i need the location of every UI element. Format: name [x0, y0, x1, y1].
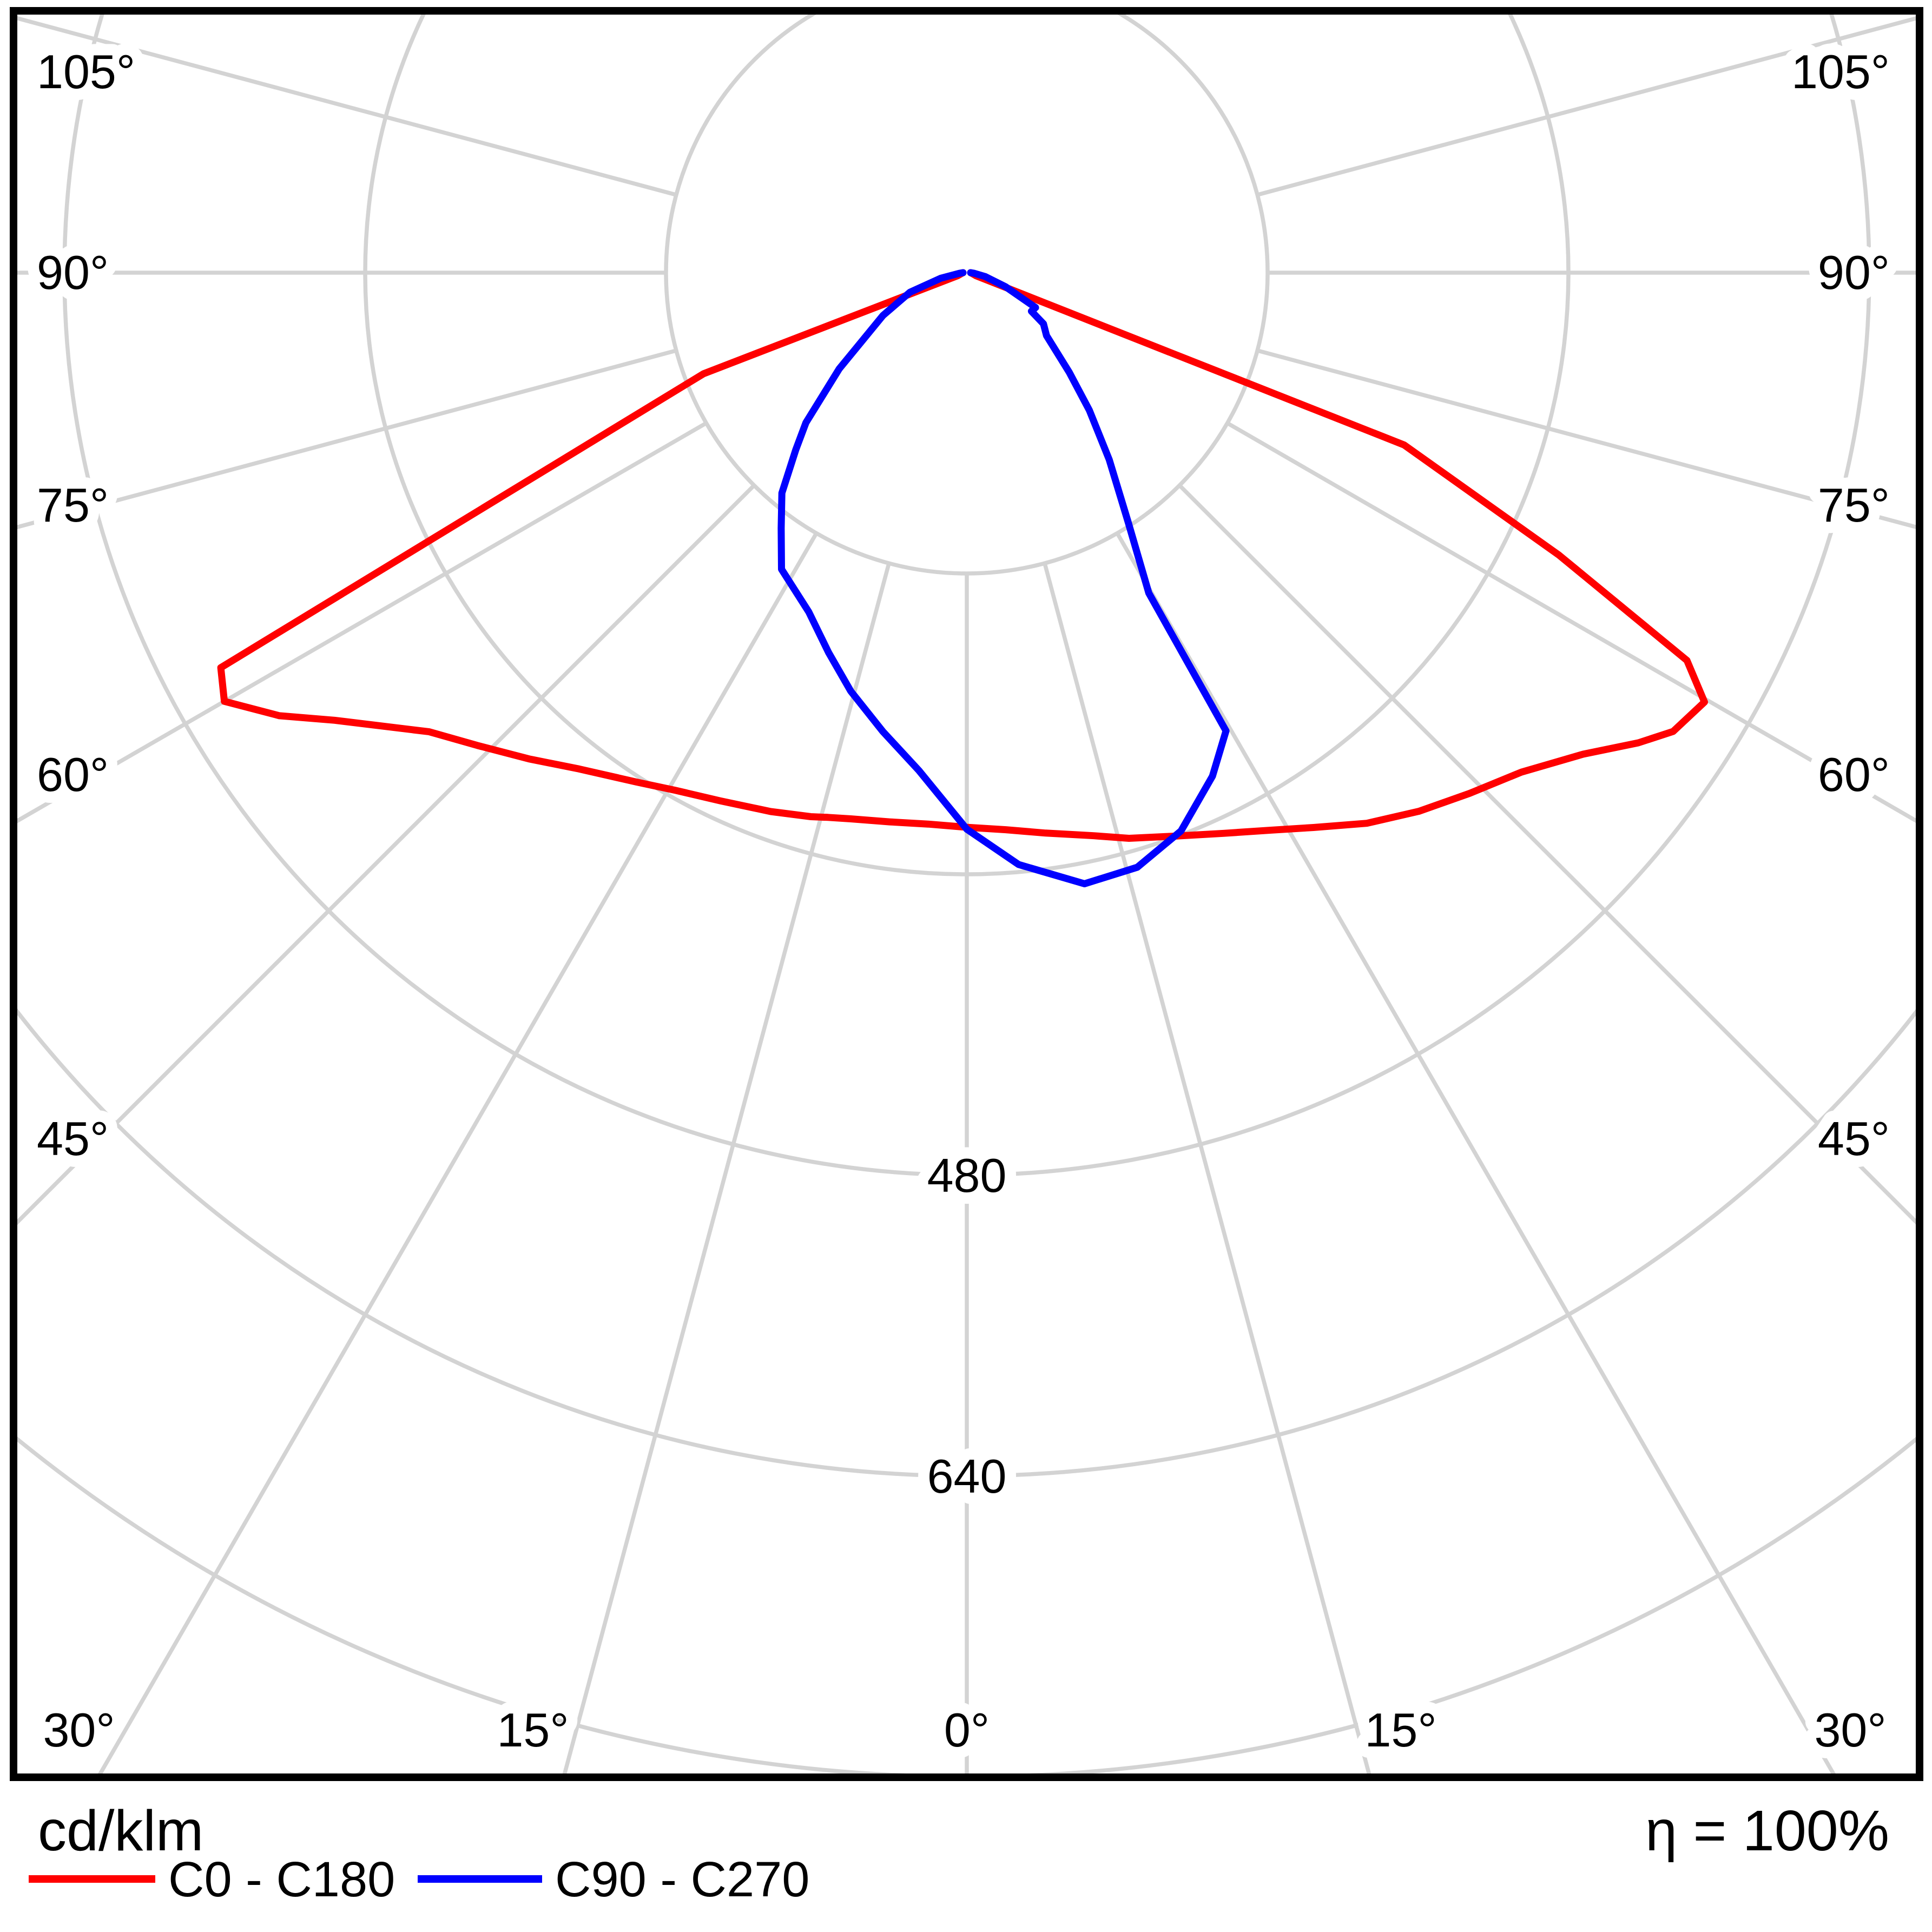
angle-label-right-90°-halo: 90°: [1818, 246, 1890, 299]
angle-label-bottom-4-30°: 30°: [1814, 1703, 1886, 1757]
grid-spoke-30deg: [1115, 532, 1836, 1773]
grid-spoke--60deg: [17, 421, 708, 823]
angle-label-left-60°-halo: 60°: [37, 748, 109, 801]
grid-spoke--75deg: [17, 348, 677, 530]
angle-label-bottom-3-15°-halo: 15°: [1364, 1703, 1436, 1757]
angle-label-left-105°: 105°: [37, 45, 135, 98]
ring-value-label-640-halo: 640: [927, 1449, 1007, 1503]
grid-spoke--105deg: [17, 16, 677, 197]
angle-label-right-105°-halo: 105°: [1791, 45, 1890, 98]
angle-label-right-105°: 105°: [1791, 45, 1890, 98]
angle-label-left-90°: 90°: [37, 246, 109, 299]
angle-label-left-60°: 60°: [37, 748, 109, 801]
grid-spoke--15deg: [562, 563, 891, 1773]
angle-label-right-75°-halo: 75°: [1818, 478, 1890, 532]
plot-border: [10, 7, 1923, 1781]
angle-label-left-75°: 75°: [37, 478, 109, 532]
angle-label-right-90°: 90°: [1818, 246, 1890, 299]
grid-spoke-75deg: [1257, 348, 1916, 529]
angle-label-left-45°: 45°: [37, 1112, 109, 1165]
angle-label-right-60°: 60°: [1818, 748, 1890, 801]
angle-label-bottom-0-30°: 30°: [43, 1703, 115, 1757]
angle-label-bottom-2-0°-halo: 0°: [944, 1703, 990, 1757]
unit-label: cd/klm: [38, 1799, 203, 1863]
angle-label-right-60°-halo: 60°: [1818, 748, 1890, 801]
angle-label-bottom-2-0°: 0°: [944, 1703, 990, 1757]
legend: C0 - C180 C90 - C270: [29, 1852, 809, 1907]
angle-label-left-45°-halo: 45°: [37, 1112, 109, 1165]
grid-spoke-45deg: [1178, 484, 1916, 1225]
curve-C0-C180: [217, 269, 1708, 842]
angle-label-bottom-3-15°: 15°: [1364, 1703, 1436, 1757]
angle-label-bottom-1-15°-halo: 15°: [497, 1703, 569, 1757]
ring-value-label-480: 480: [927, 1149, 1007, 1202]
grid-spoke-15deg: [1043, 563, 1371, 1773]
ring-value-label-480-halo: 480: [927, 1149, 1007, 1202]
intensity-curves: [217, 269, 1708, 887]
grid-spoke--30deg: [98, 532, 819, 1773]
angle-label-left-75°-halo: 75°: [37, 478, 109, 532]
efficiency-label: η = 100%: [1645, 1799, 1889, 1863]
curve-C90-C270: [777, 269, 1230, 887]
axis-labels: 105°105°90°90°75°75°60°60°45°45°105°105°…: [25, 34, 1901, 1768]
angle-label-bottom-4-30°-halo: 30°: [1814, 1703, 1886, 1757]
angle-label-right-45°-halo: 45°: [1818, 1112, 1890, 1165]
grid-spoke--45deg: [17, 484, 756, 1225]
grid-spoke-60deg: [1226, 421, 1916, 823]
grid-spoke-105deg: [1257, 16, 1916, 197]
angle-label-left-105°-halo: 105°: [37, 45, 135, 98]
angle-label-right-75°: 75°: [1818, 478, 1890, 532]
angle-label-right-45°: 45°: [1818, 1112, 1890, 1165]
grid-ring-160: [664, 15, 1270, 576]
angle-label-bottom-0-30°-halo: 30°: [43, 1703, 115, 1757]
legend-label-c90-c270: C90 - C270: [555, 1852, 809, 1907]
angle-label-bottom-1-15°: 15°: [497, 1703, 569, 1757]
ring-value-label-640: 640: [927, 1449, 1007, 1503]
angle-label-left-90°-halo: 90°: [37, 246, 109, 299]
legend-label-c0-c180: C0 - C180: [168, 1852, 395, 1907]
